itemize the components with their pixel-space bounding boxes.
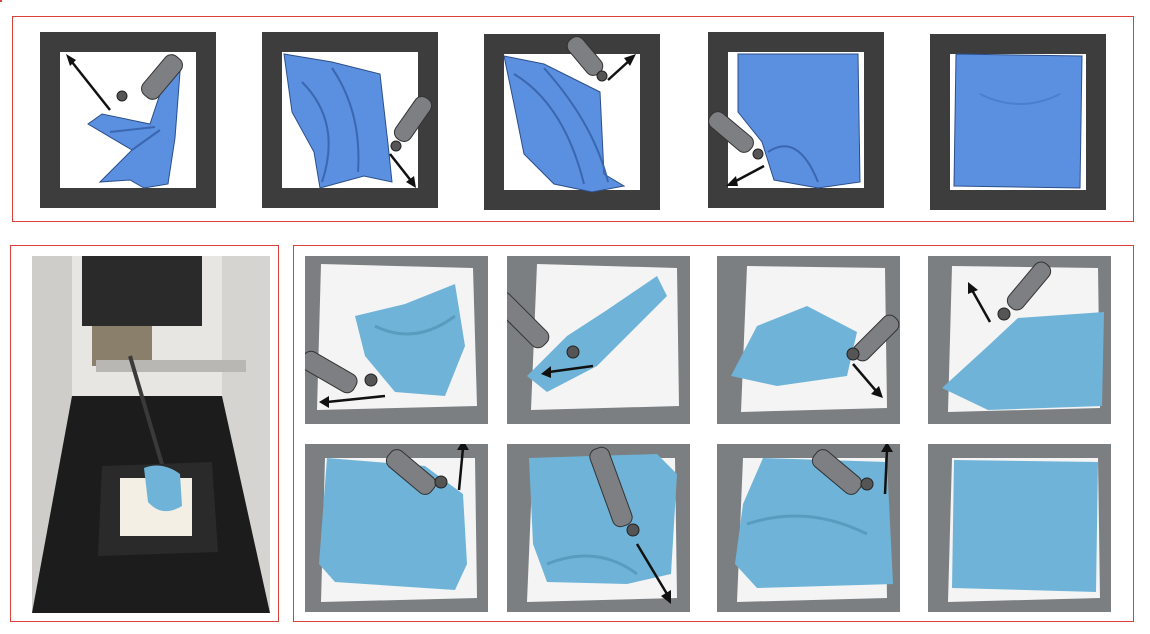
real-step-8-drawing	[948, 458, 1100, 602]
gripper-icon	[305, 350, 358, 394]
arrow-icon	[852, 363, 878, 393]
real-step-2-drawing	[507, 264, 679, 410]
real-step-3-drawing	[731, 266, 900, 412]
gripper-icon	[589, 446, 633, 528]
sim-step-3-drawing	[503, 36, 636, 193]
real-step-3	[717, 256, 900, 424]
real-step-7	[717, 444, 900, 612]
sim-step-5-drawing	[953, 53, 1083, 189]
towel-shape	[527, 276, 667, 392]
gripper-icon	[507, 291, 550, 349]
real-step-1-drawing	[305, 264, 477, 410]
robot-setup-photo	[32, 256, 270, 613]
arrow-icon	[607, 59, 631, 81]
sim-step-2	[262, 32, 438, 208]
arrow-icon	[548, 364, 594, 374]
gripper-icon	[385, 449, 437, 495]
cloth-shape	[737, 53, 861, 189]
real-step-6	[507, 444, 690, 612]
gripper-icon	[141, 54, 183, 100]
gripper-icon	[708, 111, 754, 153]
real-step-2	[507, 256, 690, 424]
real-step-7-drawing	[735, 444, 893, 602]
real-step-6-drawing	[527, 446, 677, 604]
arrow-icon	[883, 449, 889, 495]
real-step-5-drawing	[319, 444, 477, 602]
towel-shape	[144, 465, 182, 512]
arrow-icon	[457, 447, 465, 491]
arrow-icon	[635, 543, 669, 595]
arrow-icon	[71, 61, 111, 111]
sim-step-1	[40, 32, 216, 208]
towel-shape	[355, 284, 465, 396]
sim-step-2-drawing	[283, 53, 433, 189]
cloth-shape	[283, 53, 393, 189]
simulation-panel	[0, 0, 2, 2]
arrow-icon	[733, 164, 765, 184]
robot-setup-drawing	[32, 256, 270, 613]
real-sequence-panel	[293, 245, 1134, 622]
robot-photo-panel	[10, 245, 279, 622]
arrow-icon	[389, 153, 413, 183]
real-step-4-drawing	[942, 261, 1104, 412]
towel-shape	[735, 458, 893, 588]
sim-step-5	[930, 34, 1106, 210]
robot-arm-icon	[82, 256, 202, 326]
real-step-1	[305, 256, 488, 424]
instrument-shaft	[128, 355, 166, 472]
sim-step-4	[708, 32, 884, 208]
cloth-shape	[953, 53, 1083, 189]
arrow-icon	[326, 394, 386, 404]
towel-shape	[529, 454, 677, 584]
towel-shape	[952, 460, 1098, 592]
simulation-panel-border	[12, 16, 1134, 222]
gripper-icon	[1006, 261, 1052, 311]
real-step-4	[928, 256, 1111, 424]
gripper-icon	[393, 96, 433, 142]
sim-step-4-drawing	[708, 53, 861, 189]
towel-shape	[942, 312, 1104, 410]
real-step-5	[305, 444, 488, 612]
gripper-icon	[811, 449, 863, 495]
arrow-icon	[970, 289, 992, 323]
sim-step-3	[484, 34, 660, 210]
towel-shape	[731, 306, 857, 386]
real-step-8	[928, 444, 1111, 612]
sim-step-1-drawing	[66, 54, 183, 189]
